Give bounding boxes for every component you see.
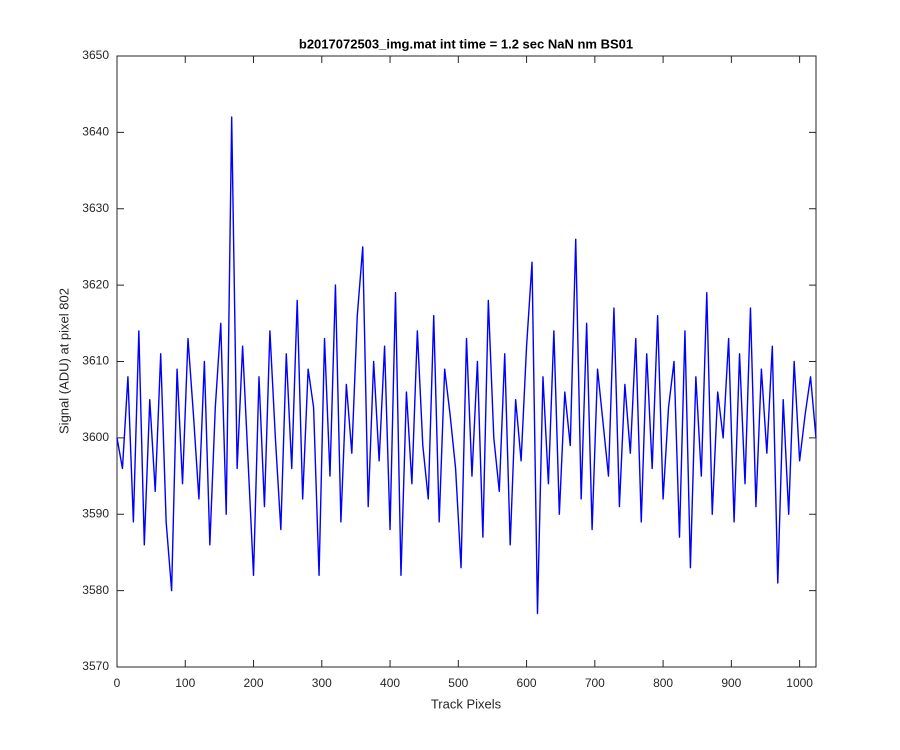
y-axis-label: Signal (ADU) at pixel 802 <box>56 288 71 434</box>
y-tick-label: 3570 <box>82 659 109 673</box>
x-tick-label: 900 <box>721 676 741 690</box>
y-tick-label: 3620 <box>82 277 109 291</box>
y-tick-label: 3640 <box>82 125 109 139</box>
x-tick-label: 0 <box>114 676 121 690</box>
x-tick-label: 300 <box>312 676 332 690</box>
x-tick-label: 200 <box>244 676 264 690</box>
y-tick-label: 3600 <box>82 430 109 444</box>
x-axis-label: Track Pixels <box>431 696 502 711</box>
y-tick-label: 3580 <box>82 583 109 597</box>
y-tick-label: 3630 <box>82 201 109 215</box>
y-tick-label: 3650 <box>82 48 109 62</box>
x-tick-label: 400 <box>380 676 400 690</box>
chart-title: b2017072503_img.mat int time = 1.2 sec N… <box>299 36 633 51</box>
data-line <box>116 116 817 615</box>
x-tick-label: 700 <box>585 676 605 690</box>
x-tick-label: 1000 <box>786 676 813 690</box>
x-tick-label: 100 <box>175 676 195 690</box>
x-tick-label: 600 <box>517 676 537 690</box>
x-tick-label: 500 <box>448 676 468 690</box>
y-tick-label: 3610 <box>82 354 109 368</box>
x-tick-label: 800 <box>653 676 673 690</box>
y-tick-label: 3590 <box>82 506 109 520</box>
